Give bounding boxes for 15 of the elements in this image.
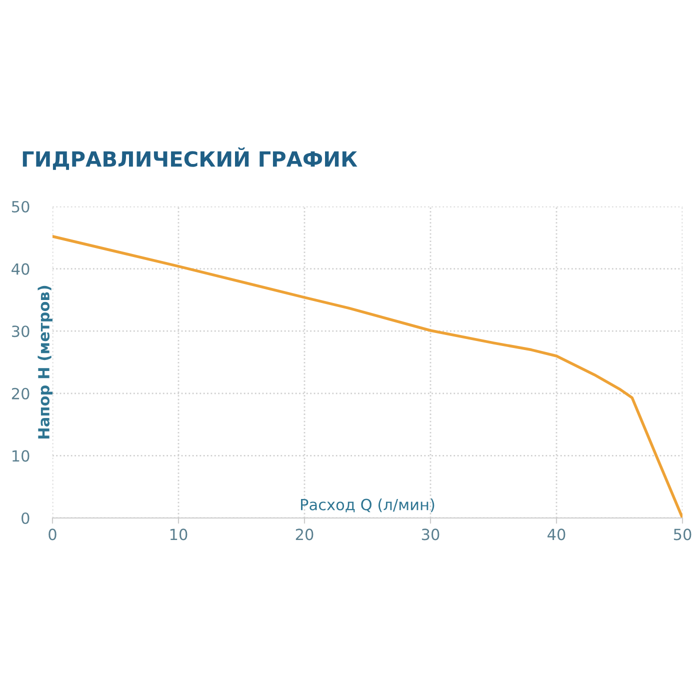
x-axis-title: Расход Q (л/мин): [301, 498, 434, 512]
chart-title: ГИДРАВЛИЧЕСКИЙ ГРАФИК: [22, 147, 358, 170]
y-tick-label: 10: [12, 450, 30, 462]
x-tick-label: 0: [48, 528, 56, 540]
x-tick-label: 10: [170, 528, 188, 540]
x-tick-label: 40: [548, 528, 566, 540]
x-tick-label: 50: [674, 528, 692, 540]
x-tick-label: 30: [422, 528, 440, 540]
y-tick-label: 30: [12, 326, 30, 338]
y-tick-label: 20: [12, 388, 30, 400]
y-axis-title: Напор H (метров): [38, 286, 52, 438]
y-tick-label: 50: [12, 200, 30, 213]
x-tick-label: 20: [296, 528, 314, 540]
y-tick-label: 40: [12, 263, 30, 275]
y-tick-label: 0: [22, 512, 30, 524]
